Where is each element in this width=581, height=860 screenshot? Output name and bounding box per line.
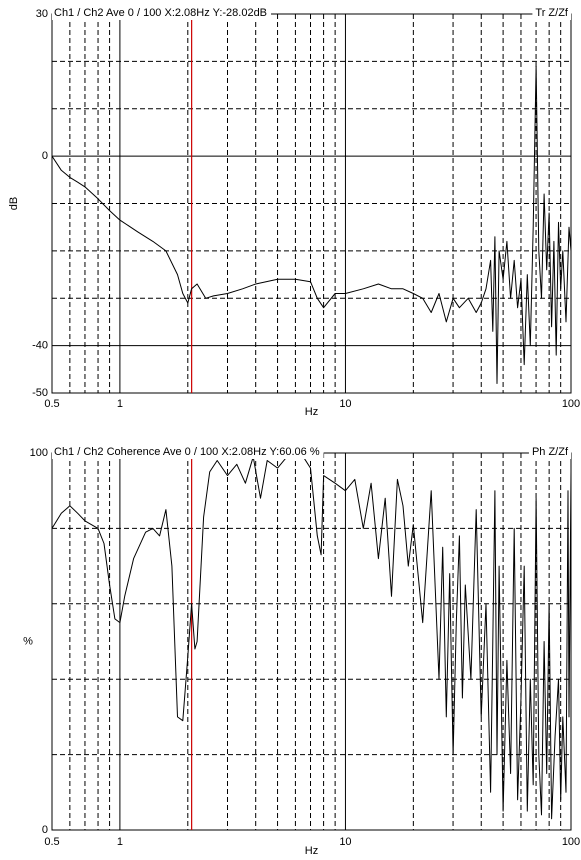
y-axis-label: % [23,635,33,647]
header-background [52,446,324,459]
y-tick-label: -50 [32,387,48,399]
x-tick-label: 0.5 [44,836,59,848]
header-title: Ch1 / Ch2 Ave 0 / 100 X:2.08Hz Y:-28.02d… [54,7,267,19]
x-tick-label: 100 [562,836,580,848]
x-tick-label: 0.5 [44,398,59,410]
mode-label: Ph Z/Zf [532,446,569,458]
y-tick-label: 0 [42,150,48,162]
x-tick-label: 10 [339,398,351,410]
x-tick-label: 1 [117,836,123,848]
x-axis-label: Hz [305,845,318,857]
mode-background [528,446,571,459]
y-tick-label: 30 [36,8,48,20]
mode-label: Tr Z/Zf [535,7,569,19]
mode-background [532,7,571,20]
header-title: Ch1 / Ch2 Coherence Ave 0 / 100 X:2.08Hz… [54,446,320,458]
y-tick-label: -40 [32,340,48,352]
y-axis-label: dB [8,197,20,210]
x-axis-label: Hz [305,406,318,418]
data-line [51,65,572,384]
x-tick-label: 100 [562,398,580,410]
y-tick-label: 100 [30,447,48,459]
header-background [52,7,272,20]
x-tick-label: 1 [117,398,123,410]
x-tick-label: 10 [339,836,351,848]
data-line [51,452,572,820]
y-tick-label: 0 [42,824,48,836]
plot-frame [51,13,572,394]
